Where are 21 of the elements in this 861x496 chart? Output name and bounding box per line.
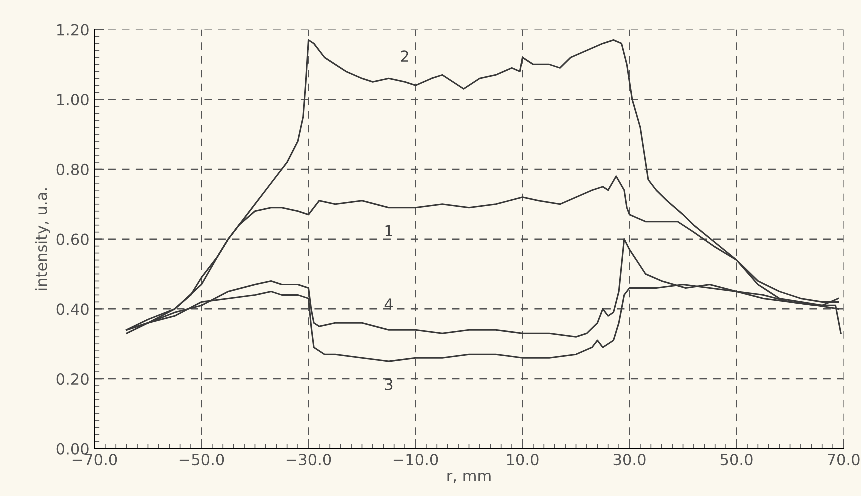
series-label: 1 bbox=[386, 225, 392, 237]
y-tick-label: 0.20 bbox=[56, 373, 89, 386]
series-label: 2 bbox=[401, 50, 408, 62]
x-tick-label: −10.0 bbox=[394, 454, 438, 466]
x-axis-title: r, mm bbox=[448, 472, 491, 484]
y-tick-label: 1.20 bbox=[58, 24, 89, 36]
y-tick-label: 0.40 bbox=[56, 304, 89, 316]
x-tick-label: −30.0 bbox=[286, 454, 332, 466]
y-tick-label: 0.60 bbox=[56, 234, 89, 246]
x-tick-label: 10.0 bbox=[507, 454, 539, 466]
x-tick-label: −50.0 bbox=[180, 454, 224, 466]
x-tick-label: 30.0 bbox=[614, 454, 646, 466]
y-tick-label: 0.80 bbox=[56, 164, 89, 176]
series-label: 4 bbox=[384, 298, 393, 310]
x-tick-label: 50.0 bbox=[720, 454, 753, 466]
y-axis-title: intensity, u.a. bbox=[35, 188, 50, 290]
y-tick-label: 0.00 bbox=[56, 443, 89, 455]
y-tick-label: 1.00 bbox=[58, 94, 89, 106]
x-tick-label: 70.0 bbox=[828, 454, 860, 466]
x-tick-label: −70.0 bbox=[72, 454, 118, 466]
series-label: 3 bbox=[385, 378, 393, 390]
